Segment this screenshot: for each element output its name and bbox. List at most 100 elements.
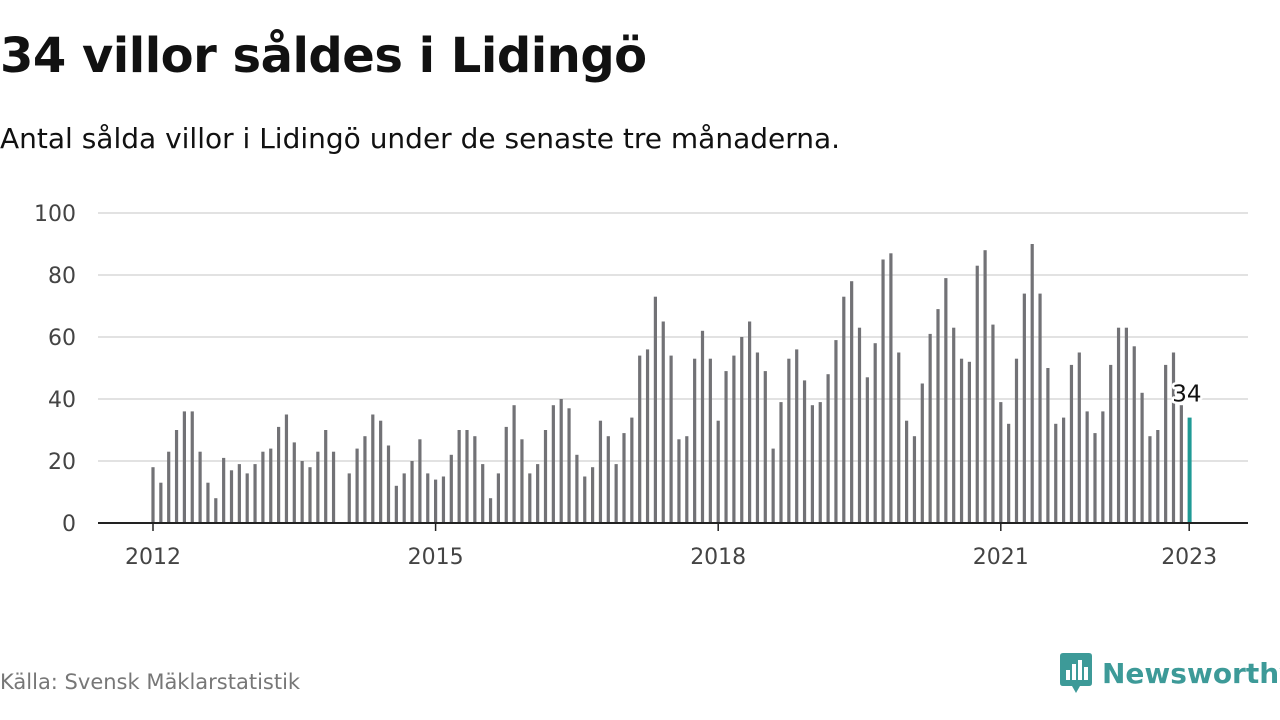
bar: [622, 433, 626, 523]
bar: [174, 430, 179, 523]
bar: [543, 430, 548, 523]
bar: [732, 355, 736, 523]
bar: [795, 349, 799, 523]
bar: [449, 454, 453, 523]
bar: [598, 420, 603, 523]
bar: [693, 358, 697, 523]
bar: [1014, 358, 1019, 523]
bar: [724, 371, 728, 523]
bar: [1069, 364, 1074, 523]
bar: [229, 470, 234, 523]
bar: [842, 296, 846, 523]
y-tick-label: 100: [34, 202, 76, 227]
bar: [512, 405, 516, 523]
newsworthy-logo-icon: [1060, 653, 1092, 693]
bar: [975, 265, 979, 523]
bar: [889, 253, 893, 524]
bar: [481, 464, 485, 523]
y-tick-label: 20: [48, 450, 76, 475]
x-tick-label: 2021: [973, 545, 1029, 570]
bar: [606, 436, 610, 523]
bar: [999, 402, 1003, 523]
page-title: 34 villor såldes i Lidingö: [0, 28, 647, 84]
page-subtitle: Antal sålda villor i Lidingö under de se…: [0, 122, 841, 155]
bar: [316, 451, 320, 523]
bar: [834, 340, 838, 523]
bar: [324, 430, 328, 523]
bar: [614, 464, 618, 523]
bar: [1164, 364, 1168, 523]
bar: [520, 439, 524, 523]
bar: [559, 399, 563, 523]
bar: [685, 436, 689, 523]
bar: [402, 473, 406, 523]
bar: [496, 473, 500, 523]
bar: [159, 482, 163, 523]
bar: [1124, 327, 1128, 523]
bar: [567, 408, 571, 523]
bar: [386, 445, 391, 523]
bar: [1109, 364, 1113, 523]
bar: [1101, 411, 1105, 523]
bar: [1171, 352, 1176, 523]
bar: [504, 426, 508, 523]
bar: [991, 324, 995, 523]
bar: [1007, 423, 1011, 523]
x-tick-label: 2012: [125, 545, 181, 570]
bar: [551, 405, 555, 523]
grid-lines: [98, 212, 1248, 462]
bar: [1148, 436, 1152, 523]
bar: [850, 281, 854, 523]
bar: [755, 352, 760, 523]
bar: [928, 333, 932, 523]
bar: [245, 473, 249, 523]
bar: [465, 430, 469, 523]
bar: [473, 436, 477, 523]
x-tick-label: 2018: [690, 545, 746, 570]
bar: [167, 451, 171, 523]
bar: [810, 405, 814, 523]
bar: [779, 402, 783, 523]
bar: [190, 411, 194, 523]
bar: [771, 448, 775, 523]
bar: [1156, 430, 1160, 523]
bar: [661, 321, 665, 523]
bar: [645, 349, 650, 523]
bar: [1140, 392, 1144, 523]
bar: [865, 377, 869, 523]
bar: [763, 371, 767, 523]
bar: [206, 482, 210, 523]
bar: [857, 327, 862, 523]
bar: [881, 259, 885, 523]
x-axis-ticks: 2012 2015 2018 2021 2023: [125, 523, 1217, 570]
bar: [638, 355, 642, 523]
bar: [1116, 327, 1121, 523]
bar: [967, 361, 971, 523]
y-tick-label: 80: [48, 264, 76, 289]
bar: [198, 451, 202, 523]
bar: [237, 464, 241, 523]
bar: [222, 457, 226, 523]
bar: [1132, 346, 1136, 523]
bar: [394, 485, 398, 523]
bar: [653, 296, 657, 523]
bar: [441, 476, 446, 523]
y-tick-label: 60: [48, 326, 76, 351]
bar: [591, 467, 595, 523]
bar: [873, 343, 877, 523]
bar: [1077, 352, 1081, 523]
bar: [457, 430, 461, 523]
bar-chart: 0 20 40 60 80 100 2012 2015 2018 2021 2023 34: [34, 202, 1248, 570]
bar: [952, 327, 956, 523]
bar: [410, 461, 414, 523]
bar-highlight: [1187, 417, 1192, 523]
bar: [1030, 244, 1034, 523]
bar: [944, 278, 948, 523]
y-axis-ticks: 0 20 40 60 80 100: [34, 202, 76, 537]
y-tick-label: 40: [48, 388, 76, 413]
bar: [575, 454, 579, 523]
brand-name: Newsworthy: [1102, 656, 1280, 690]
y-tick-label: 0: [62, 512, 76, 537]
bar: [363, 436, 367, 523]
bar: [897, 352, 901, 523]
